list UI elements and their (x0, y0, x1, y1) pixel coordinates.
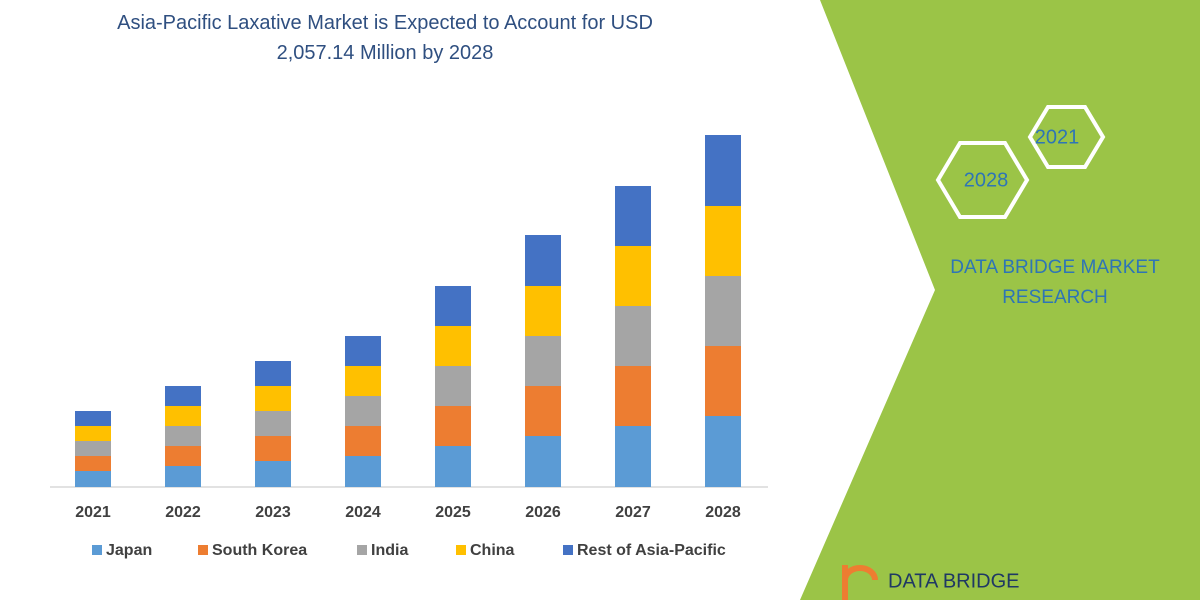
bar-segment (525, 386, 561, 436)
bar-segment (165, 466, 201, 487)
bar-segment (705, 346, 741, 416)
bar-segment (165, 386, 201, 406)
bar-segment (345, 336, 381, 366)
legend-swatch (198, 545, 208, 555)
bar-segment (615, 426, 651, 487)
x-tick-label: 2028 (705, 504, 741, 521)
hex-label: 2021 (1035, 126, 1080, 148)
hex-label: 2028 (964, 169, 1009, 191)
bar-segment (525, 436, 561, 487)
hexagon (1027, 105, 1106, 169)
bar-segment (165, 426, 201, 446)
green-panel (800, 0, 1200, 600)
bar-segment (435, 446, 471, 487)
bar-segment (75, 456, 111, 471)
bar-segment (75, 441, 111, 456)
x-tick-label: 2026 (525, 504, 561, 521)
bar-segment (165, 446, 201, 466)
bar-segment (525, 286, 561, 336)
bar-segment (525, 336, 561, 386)
bar-segment (345, 366, 381, 396)
bar-segment (255, 411, 291, 436)
logo-text: DATA BRIDGE (888, 570, 1020, 592)
bar-segment (705, 206, 741, 276)
legend-label: India (371, 542, 408, 559)
hexagon (935, 141, 1030, 219)
bar-segment (75, 471, 111, 487)
brand-name: DATA BRIDGE MARKET RESEARCH (950, 257, 1160, 308)
bar-segment (75, 411, 111, 426)
bar-segment (255, 386, 291, 411)
bar-segment (345, 396, 381, 426)
bar-segment (75, 426, 111, 441)
bar-segment (615, 186, 651, 246)
logo-icon (842, 565, 878, 600)
bar-segment (255, 361, 291, 386)
x-tick-label: 2021 (75, 504, 111, 521)
bar-segment (345, 426, 381, 456)
chart-title: Asia-Pacific Laxative Market is Expected… (117, 12, 653, 64)
legend-swatch (92, 545, 102, 555)
x-tick-label: 2025 (435, 504, 471, 521)
legend-swatch (357, 545, 367, 555)
bar-segment (705, 276, 741, 346)
x-tick-label: 2024 (345, 504, 381, 521)
bar-segment (435, 406, 471, 446)
legend-label: Rest of Asia-Pacific (577, 542, 726, 559)
bar-segment (615, 366, 651, 426)
bar-segment (705, 135, 741, 206)
bar-segment (345, 456, 381, 487)
bar-segment (615, 246, 651, 306)
legend-swatch (456, 545, 466, 555)
bar-segment (255, 436, 291, 461)
legend-swatch (563, 545, 573, 555)
bar-segment (615, 306, 651, 366)
bar-segment (435, 366, 471, 406)
bar-segment (705, 416, 741, 487)
x-tick-label: 2027 (615, 504, 651, 521)
x-tick-label: 2022 (165, 504, 201, 521)
bar-segment (525, 235, 561, 286)
bar-segment (165, 406, 201, 426)
legend-label: Japan (106, 542, 152, 559)
legend-label: South Korea (212, 542, 307, 559)
bar-segment (435, 326, 471, 366)
bar-segment (435, 286, 471, 326)
x-tick-label: 2023 (255, 504, 291, 521)
bar-segment (255, 461, 291, 487)
legend-label: China (470, 542, 515, 559)
